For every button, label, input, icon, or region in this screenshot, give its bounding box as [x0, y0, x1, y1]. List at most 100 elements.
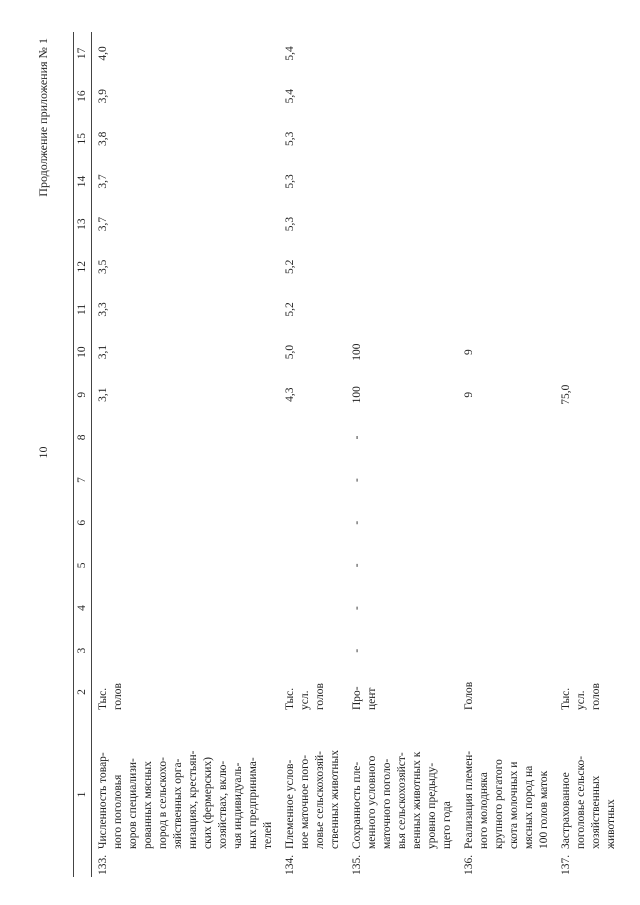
value-cell: 5,3 [279, 160, 346, 203]
cell-value: 9 [463, 391, 475, 398]
cell-value: 5,4 [284, 88, 296, 104]
column-header: 12 [73, 245, 92, 289]
value-cell: 4,3 [279, 373, 346, 416]
value-cell [555, 501, 622, 544]
value-cell [279, 544, 346, 587]
label-line: ственных животных [329, 750, 341, 849]
value-cell [458, 501, 555, 544]
label-line: ное маточное пого- [299, 754, 311, 849]
cell-value: 3,1 [97, 387, 109, 402]
value-cell: - [346, 459, 458, 502]
value-cell: 3,7 [92, 203, 280, 246]
label-line: хозяйствах, вклю- [217, 760, 229, 849]
cell-value: - [351, 606, 363, 610]
label-line: мясных пород на [523, 765, 535, 849]
row-label-cell: 133. Численность товар-ного поголовья коро… [92, 712, 280, 877]
label-line: чая индивидуаль- [232, 762, 244, 849]
unit-line: цент [366, 687, 378, 710]
label-line: ных предпринима- [247, 757, 259, 849]
value-cell [92, 501, 280, 544]
unit-line: Тыс. [284, 687, 296, 710]
value-cell [458, 117, 555, 160]
value-cell: 9 [458, 331, 555, 374]
value-cell: 5,3 [279, 203, 346, 246]
label-line: крупного рогатого [493, 759, 505, 849]
column-header: 8 [73, 416, 92, 459]
value-cell: 5,4 [279, 75, 346, 118]
value-cell [279, 501, 346, 544]
value-cell [555, 459, 622, 502]
value-cell: 4,0 [92, 32, 280, 75]
value-cell [458, 32, 555, 75]
cell-value: - [351, 648, 363, 653]
column-header: 10 [73, 330, 92, 374]
column-header: 15 [73, 117, 92, 161]
value-cell [555, 331, 622, 374]
unit-cell: Про-цент [346, 672, 458, 712]
unit-line: Тыс. [560, 687, 572, 710]
cell-value: 5,2 [284, 302, 296, 317]
unit-cell: Тыс. усл. голов [555, 672, 622, 712]
cell-value: 5,4 [284, 46, 296, 61]
column-header: 16 [73, 74, 92, 118]
unit-line: усл. [299, 690, 311, 710]
row-label: Застрахованное поголовье сельско-хозяйств… [559, 717, 619, 849]
row-number: 133. [97, 854, 109, 875]
row-label-cell: 135. Сохранность пле-менного условного мат… [346, 712, 458, 877]
value-cell [346, 203, 458, 246]
label-line: рованных мясных [142, 761, 154, 849]
cell-value: - [351, 478, 363, 482]
value-cell: - [346, 544, 458, 587]
label-line: Застрахованное [560, 772, 572, 849]
value-cell [555, 203, 622, 246]
label-line: менного условного [366, 755, 378, 849]
row-label: Численность товар-ного поголовья коров сп… [96, 717, 276, 849]
unit-line: голов [112, 683, 124, 710]
cell-value: 3,5 [97, 259, 109, 274]
label-line: коров специализи- [127, 758, 139, 849]
column-header: 2 [73, 672, 92, 712]
cell-value: 3,8 [97, 131, 109, 146]
label-line: маточного поголо- [381, 758, 393, 849]
value-cell [458, 587, 555, 630]
value-cell [555, 629, 622, 672]
cell-value: 5,3 [284, 216, 296, 232]
label-line: скота молочных и [508, 761, 520, 849]
value-cell: 3,8 [92, 117, 280, 160]
row-label-cell: 137. Застрахованное поголовье сельско-хозя… [555, 712, 622, 877]
unit-line: Тыс. [97, 687, 109, 710]
value-cell [458, 544, 555, 587]
column-header: 11 [73, 288, 92, 331]
value-cell: - [346, 587, 458, 630]
value-cell [346, 75, 458, 118]
table-row: 134. Племенное услов-ное маточное пого-ло… [279, 32, 346, 877]
cell-value: 5,2 [284, 259, 296, 274]
value-cell [92, 459, 280, 502]
value-cell [346, 32, 458, 75]
cell-value: 100 [351, 386, 363, 404]
value-cell: 3,5 [92, 245, 280, 288]
value-cell [92, 416, 280, 459]
value-cell [279, 629, 346, 672]
value-cell: 75,0 [555, 373, 622, 416]
value-cell [279, 459, 346, 502]
value-cell [346, 288, 458, 331]
value-cell: 3,9 [92, 75, 280, 118]
column-header: 7 [73, 458, 92, 502]
unit-line: усл. [575, 690, 587, 710]
unit-cell: Тыс. усл. голов [279, 672, 346, 712]
row-number: 137. [560, 854, 572, 875]
value-cell: - [346, 416, 458, 459]
column-header: 9 [73, 373, 92, 417]
label-line: Племенное услов- [284, 759, 296, 849]
value-cell [346, 245, 458, 288]
cell-value: 4,0 [97, 46, 109, 61]
cell-value: 75,0 [560, 384, 572, 405]
label-line: вья сельскохозяйст- [396, 752, 408, 849]
cell-value: 3,3 [97, 302, 109, 317]
value-cell: 5,0 [279, 331, 346, 374]
value-cell: 100 [346, 331, 458, 374]
row-label: Реализация племен-ного молодняка крупного… [462, 717, 552, 849]
value-cell [458, 459, 555, 502]
value-cell: 5,4 [279, 32, 346, 75]
